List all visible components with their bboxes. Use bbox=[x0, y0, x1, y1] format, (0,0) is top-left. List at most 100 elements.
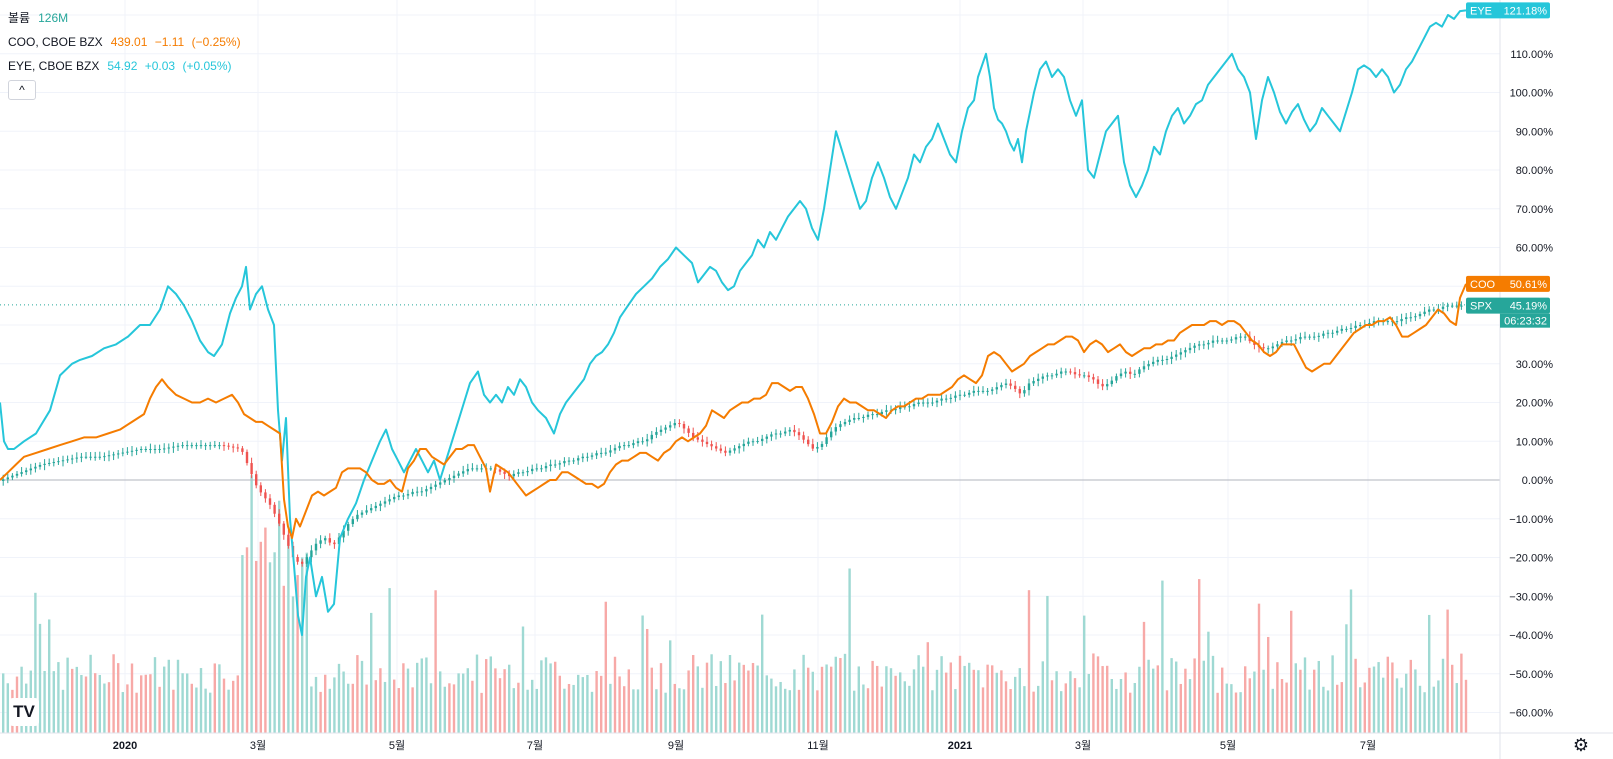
price-axis[interactable]: 110.00% 100.00% 90.00% 80.00% 70.00% 60.00% 30… bbox=[1499, 0, 1554, 759]
spx-candle-body bbox=[1294, 339, 1297, 341]
spx-candle-body bbox=[705, 441, 709, 445]
spx-candle-body bbox=[1101, 383, 1104, 387]
spx-candle-body bbox=[572, 460, 575, 462]
volume-bar bbox=[172, 689, 175, 733]
volume-bar bbox=[719, 661, 722, 733]
volume-bar bbox=[434, 590, 437, 733]
spx-candle-body bbox=[1037, 378, 1040, 381]
volume-bar bbox=[853, 690, 856, 733]
volume-bar bbox=[843, 653, 847, 733]
price-badges: EYE 121.18% COO 50.61% SPX 45.19% 06:23:32 bbox=[1466, 2, 1550, 328]
spx-candle-body bbox=[222, 445, 226, 447]
spx-candle-body bbox=[241, 448, 244, 452]
spx-candle-body bbox=[1078, 374, 1081, 376]
spx-candle-body bbox=[411, 491, 414, 495]
volume-bar bbox=[1046, 595, 1049, 733]
spx-candle-body bbox=[176, 445, 180, 447]
volume-bar bbox=[1000, 670, 1003, 733]
volume-bar bbox=[774, 686, 778, 733]
volume-bar bbox=[682, 689, 686, 733]
settings-gear-icon[interactable]: ⚙ bbox=[1572, 735, 1590, 755]
volume-bar bbox=[1437, 680, 1440, 733]
spx-candle-body bbox=[434, 484, 437, 487]
spx-candle-body bbox=[544, 466, 548, 469]
price-tick-label: 90.00% bbox=[1516, 126, 1554, 138]
legend: 볼륨 126M COO, CBOE BZX 439.01 −1.11 (−0.25%… bbox=[8, 6, 245, 100]
legend-collapse-button[interactable]: ^ bbox=[8, 80, 36, 100]
spx-candle-body bbox=[1193, 345, 1196, 348]
legend-eye[interactable]: EYE, CBOE BZX 54.92 +0.03 (+0.05%) bbox=[8, 54, 245, 78]
volume-bar bbox=[862, 684, 865, 733]
spx-candle-body bbox=[195, 445, 198, 447]
volume-bar bbox=[328, 688, 331, 733]
price-tick-label: −60.00% bbox=[1509, 708, 1553, 720]
spx-candle-body bbox=[1400, 318, 1403, 322]
spx-candle-body bbox=[1354, 325, 1357, 329]
spx-candle-body bbox=[1092, 377, 1095, 380]
volume-bar bbox=[1382, 677, 1385, 733]
spx-candle-body bbox=[153, 449, 157, 450]
volume-bar bbox=[779, 681, 782, 733]
spx-candle-body bbox=[899, 406, 902, 410]
spx-candle-body bbox=[1271, 346, 1274, 349]
time-tick-label: 5월 bbox=[389, 739, 405, 752]
volume-bar bbox=[1441, 658, 1445, 733]
spx-candle-body bbox=[1262, 347, 1265, 349]
volume-bar bbox=[195, 687, 198, 733]
volume-bar bbox=[1225, 683, 1228, 733]
volume-bar bbox=[715, 685, 718, 733]
tradingview-logo-icon[interactable]: TV bbox=[9, 698, 39, 726]
spx-candle-body bbox=[1055, 373, 1058, 376]
volume-bar bbox=[98, 674, 101, 733]
spx-candle-body bbox=[981, 390, 985, 392]
volume-bar bbox=[1267, 636, 1270, 733]
volume-bar bbox=[885, 666, 888, 733]
spx-candle-body bbox=[1142, 366, 1146, 370]
volume-bar bbox=[1455, 683, 1458, 733]
time-tick-label: 3월 bbox=[1075, 739, 1091, 752]
spx-candle-body bbox=[1073, 372, 1077, 375]
spx-candle-body bbox=[880, 411, 883, 415]
spx-candle-body bbox=[1129, 371, 1132, 374]
spx-candle-body bbox=[1202, 344, 1205, 346]
volume-bar bbox=[1133, 683, 1136, 733]
time-tick-label: 7월 bbox=[1360, 739, 1376, 752]
spx-candle-body bbox=[724, 450, 727, 453]
volume-bar bbox=[80, 674, 83, 733]
volume-bar bbox=[209, 692, 212, 733]
volume-bar bbox=[103, 683, 106, 733]
volume-bar bbox=[1041, 661, 1044, 733]
spx-candle-body bbox=[351, 519, 354, 525]
spx-candles bbox=[2, 301, 1463, 567]
volume-bar bbox=[945, 672, 948, 733]
price-tick-label: 110.00% bbox=[1510, 49, 1553, 61]
spx-candle-body bbox=[526, 471, 529, 473]
volume-bar bbox=[181, 673, 184, 733]
legend-coo[interactable]: COO, CBOE BZX 439.01 −1.11 (−0.25%) bbox=[8, 30, 245, 54]
coo-badge-value: 50.61% bbox=[1510, 279, 1548, 291]
volume-bar bbox=[995, 672, 998, 733]
price-tick-label: 100.00% bbox=[1510, 88, 1554, 100]
volume-bar bbox=[310, 686, 313, 733]
spx-candle-body bbox=[1179, 352, 1182, 355]
spx-candle-body bbox=[1359, 325, 1362, 326]
spx-candle-body bbox=[66, 459, 69, 461]
spx-candle-body bbox=[158, 449, 161, 450]
spx-candle-body bbox=[397, 495, 400, 497]
spx-candle-body bbox=[1004, 383, 1008, 385]
spx-candle-body bbox=[866, 414, 870, 417]
volume-bar bbox=[724, 683, 727, 733]
volume-bar bbox=[411, 687, 414, 733]
spx-candle-body bbox=[807, 439, 810, 445]
volume-bar bbox=[232, 680, 235, 733]
spx-candle-body bbox=[475, 468, 479, 470]
volume-bar bbox=[425, 657, 428, 733]
time-axis[interactable]: 2020 3월 5월 7월 9월 11월 2021 3월 5월 7월 bbox=[0, 732, 1613, 752]
spx-candle-body bbox=[908, 406, 911, 408]
volume-bar bbox=[1372, 666, 1376, 733]
volume-bar bbox=[1313, 669, 1316, 733]
legend-volume[interactable]: 볼륨 126M bbox=[8, 6, 245, 30]
spx-candle-body bbox=[1239, 336, 1242, 338]
spx-candle-body bbox=[103, 456, 106, 458]
